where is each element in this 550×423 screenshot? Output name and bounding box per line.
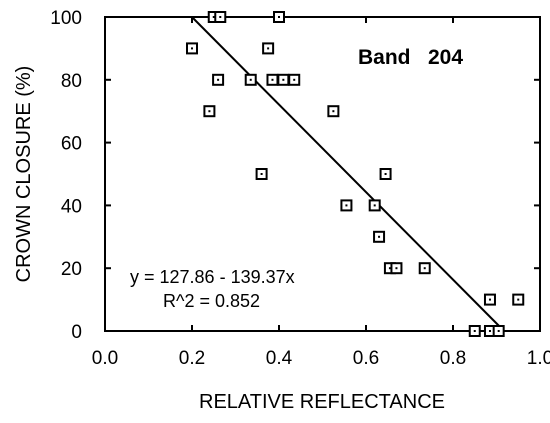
data-point-center bbox=[488, 298, 491, 301]
data-point-center bbox=[388, 267, 391, 270]
data-point-center bbox=[473, 330, 476, 332]
y-tick-label: 20 bbox=[61, 259, 82, 280]
data-point-center bbox=[423, 267, 426, 270]
data-point-center bbox=[217, 78, 220, 81]
x-tick-labels: 0.0 0.2 0.4 0.6 0.8 1.0 bbox=[92, 348, 550, 369]
r-squared-label: R^2 = 0.852 bbox=[163, 291, 260, 311]
tick-marks bbox=[104, 16, 541, 332]
data-point-center bbox=[219, 16, 222, 18]
x-tick-label: 1.0 bbox=[527, 348, 550, 369]
plot-frame bbox=[104, 16, 541, 332]
data-point-center bbox=[278, 16, 280, 18]
data-point-center bbox=[249, 78, 252, 81]
data-point-center bbox=[384, 173, 387, 175]
data-point-center bbox=[488, 330, 491, 332]
y-tick-label: 0 bbox=[71, 322, 82, 343]
y-tick-labels: 0 20 40 60 80 100 bbox=[50, 8, 82, 343]
data-point-center bbox=[497, 330, 500, 332]
data-point-center bbox=[378, 235, 381, 238]
y-tick-label: 80 bbox=[61, 71, 82, 92]
regression-equation: y = 127.86 - 139.37x bbox=[130, 267, 295, 287]
x-tick-label: 0.4 bbox=[266, 348, 293, 369]
data-point-center bbox=[271, 78, 274, 81]
regression-line bbox=[191, 16, 505, 332]
data-point-center bbox=[212, 16, 215, 18]
data-point-center bbox=[208, 110, 211, 113]
x-tick-label: 0.2 bbox=[179, 348, 205, 369]
band-label: Band 204 bbox=[358, 46, 463, 69]
data-point-center bbox=[373, 204, 376, 207]
data-point-center bbox=[395, 267, 398, 270]
y-tick-label: 60 bbox=[61, 134, 82, 155]
data-point-center bbox=[517, 298, 520, 301]
x-tick-label: 0.0 bbox=[92, 348, 118, 369]
x-axis-title: RELATIVE REFLECTANCE bbox=[199, 391, 445, 413]
data-points bbox=[186, 11, 525, 337]
y-tick-label: 40 bbox=[61, 196, 82, 217]
data-point-center bbox=[282, 78, 285, 81]
x-tick-label: 0.8 bbox=[440, 348, 466, 369]
y-axis-title: CROWN CLOSURE (%) bbox=[13, 66, 35, 283]
data-point-center bbox=[332, 110, 335, 113]
data-point-center bbox=[191, 47, 193, 50]
y-tick-label: 100 bbox=[50, 8, 82, 29]
data-point-center bbox=[293, 78, 296, 81]
x-tick-label: 0.6 bbox=[353, 348, 379, 369]
data-point-center bbox=[267, 47, 270, 50]
data-point-center bbox=[345, 204, 348, 207]
data-point-center bbox=[260, 173, 263, 175]
